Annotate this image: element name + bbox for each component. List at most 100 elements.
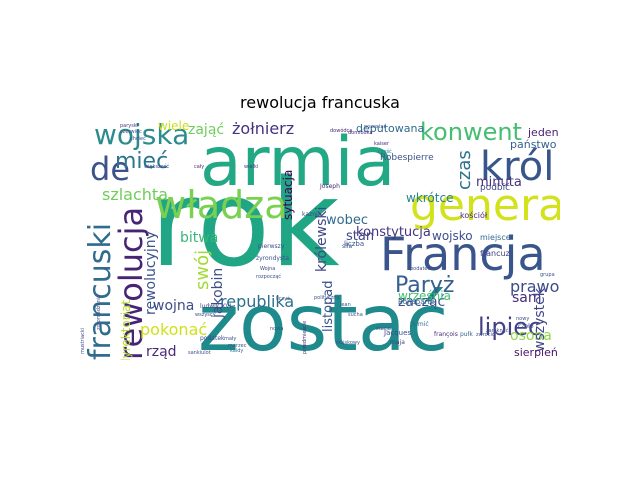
- cloud-word: rozpocząć: [256, 273, 281, 280]
- cloud-word: pokonać: [140, 320, 207, 339]
- cloud-word: stan: [346, 229, 374, 244]
- cloud-word: kaidy: [230, 348, 243, 354]
- cloud-word: de: [90, 150, 130, 188]
- cloud-word: nowa: [270, 326, 283, 332]
- cloud-word: zwrócić: [476, 331, 495, 338]
- cloud-word: konstytucja: [356, 225, 431, 240]
- cloud-word: podbić: [480, 182, 510, 193]
- cloud-word: podatek: [200, 335, 225, 342]
- cloud-word: domiódka: [348, 129, 373, 136]
- cloud-word: swój: [192, 250, 213, 290]
- cloud-word: minuta: [476, 175, 522, 190]
- cloud-word: francuz: [480, 249, 510, 258]
- cloud-word: zamknąć: [486, 327, 509, 334]
- cloud-word: mały: [224, 336, 236, 342]
- cloud-word: pierwszy: [258, 243, 285, 250]
- cloud-word: liczba: [344, 240, 364, 248]
- cloud-word: kościół: [460, 210, 488, 220]
- cloud-word: paryski: [120, 123, 138, 129]
- cloud-word: sam: [512, 290, 542, 306]
- cloud-word: siła: [342, 243, 352, 250]
- cloud-word: Wojna: [260, 266, 275, 272]
- cloud-word: państwo: [510, 138, 557, 151]
- cloud-word: wojna: [153, 298, 194, 314]
- cloud-word: polityczny: [314, 295, 339, 301]
- cloud-word: rewolucja: [112, 207, 150, 360]
- cloud-word: lipiec: [478, 313, 541, 341]
- figure-title: rewolucja francuska: [240, 93, 400, 112]
- cloud-word: Joseph: [319, 183, 340, 190]
- cloud-word: sierpień: [514, 346, 558, 359]
- cloud-word: wiele: [158, 120, 189, 133]
- cloud-word: wkrótce: [406, 191, 453, 205]
- cloud-word: podatek: [410, 266, 431, 272]
- cloud-word: ludwik XVI: [200, 303, 231, 310]
- cloud-word: tłumić: [410, 321, 429, 328]
- cloud-word: żyrondysta: [256, 255, 289, 262]
- cloud-word: grupa: [540, 272, 555, 278]
- cloud-word: większość: [144, 163, 169, 170]
- cloud-word: cały: [194, 164, 204, 170]
- cloud-word: zająć: [188, 122, 224, 138]
- cloud-word: dyrektoriat: [119, 300, 133, 360]
- cloud-word: część: [378, 148, 392, 155]
- cloud-word: Paryż: [395, 273, 454, 298]
- cloud-word: Jean: [339, 302, 351, 308]
- cloud-word: września: [398, 289, 451, 303]
- cloud-word: zgromadzenie: [96, 295, 102, 330]
- cloud-word: rok: [150, 155, 340, 294]
- cloud-word: liczyć: [276, 295, 290, 302]
- cloud-word: maja: [390, 339, 405, 346]
- cloud-word: francuski: [83, 223, 118, 360]
- cloud-word: listopad: [321, 280, 336, 332]
- cloud-word: zacząć: [398, 294, 445, 310]
- cloud-word: armia: [200, 123, 395, 202]
- cloud-word: marzec: [228, 343, 247, 349]
- cloud-word: nowy: [516, 316, 529, 322]
- cloud-word: prawo: [510, 277, 559, 296]
- cloud-word: republika: [220, 292, 294, 311]
- cloud-word: wojska: [94, 120, 189, 151]
- cloud-word: dowódca: [330, 127, 352, 134]
- cloud-word: wojsko: [432, 229, 473, 243]
- cloud-word: wielki: [244, 164, 258, 170]
- cloud-word: władza: [155, 183, 288, 227]
- cloud-word: stacja: [376, 326, 391, 332]
- cloud-word: generał: [410, 180, 560, 231]
- cloud-word: czoło: [518, 323, 534, 330]
- cloud-word: kaznia: [302, 211, 322, 218]
- cloud-word: pułk: [460, 331, 473, 338]
- cloud-word: jakobin: [210, 268, 226, 319]
- cloud-word: Jacques: [383, 329, 411, 337]
- cloud-word: sankiulot: [188, 350, 211, 356]
- cloud-word: wszyscy: [195, 312, 216, 318]
- cloud-word: françois: [434, 331, 458, 338]
- cloud-word: zostać: [198, 279, 449, 360]
- cloud-word: miejsce: [480, 233, 511, 242]
- cloud-word: czas: [454, 150, 475, 190]
- cloud-word: czerwiec: [120, 129, 142, 135]
- cloud-word: sucha: [348, 312, 363, 318]
- cloud-word: rewolucyjny: [143, 231, 159, 315]
- cloud-word: deputowana: [356, 122, 424, 135]
- cloud-word: rząd: [146, 344, 177, 360]
- cloud-word: kaiser: [374, 141, 390, 147]
- cloud-word: żołnierz: [232, 120, 294, 138]
- cloud-word: Robespierre: [380, 153, 434, 163]
- cloud-word: król: [480, 144, 554, 190]
- cloud-word: przedmieście: [301, 321, 308, 354]
- cloud-word: chcieć: [130, 135, 146, 142]
- cloud-word: Francja: [380, 227, 546, 281]
- cloud-word: szlachta: [102, 185, 168, 204]
- cloud-word: wszystek: [532, 287, 548, 352]
- cloud-word: bitwa: [180, 230, 218, 246]
- cloud-word: wobec: [326, 213, 368, 228]
- cloud-word: pozostać: [364, 123, 387, 130]
- cloud-word: jeden: [527, 126, 559, 139]
- cloud-word: wojskowy: [336, 340, 360, 346]
- cloud-word: mustriacki: [80, 328, 86, 354]
- cloud-word: sytuacja: [281, 170, 295, 220]
- cloud-word: konwent: [420, 120, 522, 146]
- cloud-word: królewski: [314, 207, 330, 272]
